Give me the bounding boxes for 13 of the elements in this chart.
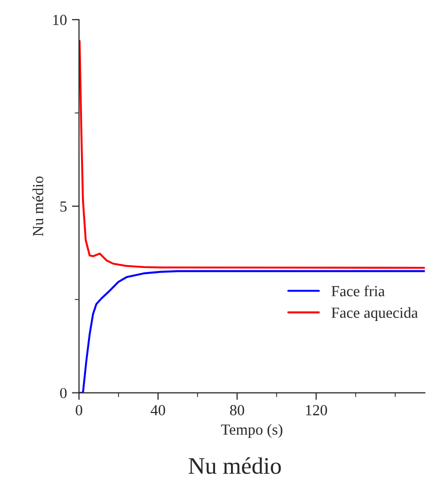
x-tick-label: 80 xyxy=(230,405,244,416)
y-tick-label: 5 xyxy=(60,202,67,212)
x-tick-label: 40 xyxy=(150,405,166,416)
y-tick-label: 10 xyxy=(53,14,67,26)
x-tick-label: 0 xyxy=(76,405,82,416)
y-axis-title: Nu médio xyxy=(32,176,44,236)
legend-label: Face fria xyxy=(332,285,385,296)
text: Nu médio xyxy=(188,457,281,474)
x-axis-title: Tempo (s) xyxy=(221,424,282,438)
x-tick-label: 120 xyxy=(306,405,328,416)
line-series xyxy=(78,40,425,269)
y-tick-label: 0 xyxy=(60,388,67,398)
legend-label: Face aquecida xyxy=(332,307,418,322)
